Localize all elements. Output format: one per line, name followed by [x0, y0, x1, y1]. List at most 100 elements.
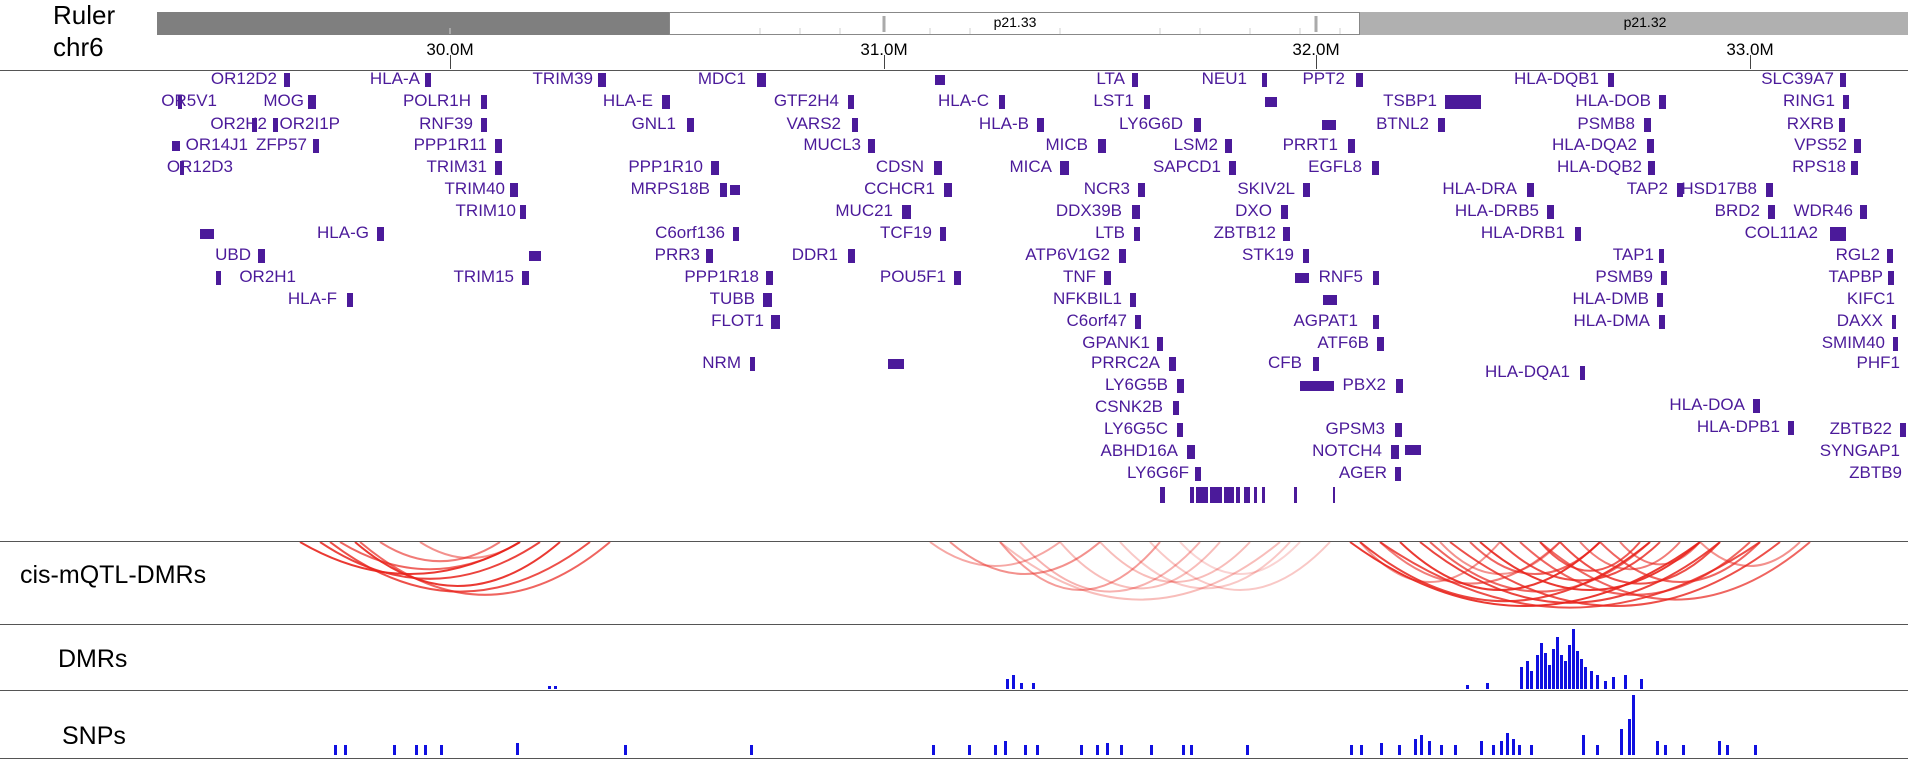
gene-label: RGL2: [1835, 245, 1880, 264]
gene-feature: [944, 183, 952, 197]
snp-bar: [1182, 745, 1185, 755]
gene-label: MUC21: [835, 201, 893, 220]
mqtl-arc: [1179, 542, 1301, 575]
gene-label: SAPCD1: [1152, 157, 1221, 176]
snp-bar: [1350, 745, 1353, 755]
ideogram-band-p21-33: [669, 12, 1360, 35]
dmr-bar: [1572, 629, 1575, 689]
gene-feature: [1262, 487, 1265, 503]
snp-bar: [1620, 729, 1623, 755]
gene-feature: [273, 118, 278, 132]
gene-feature: [1648, 161, 1655, 175]
gene-label: PHF1: [1856, 353, 1900, 372]
snp-bar: [1150, 745, 1153, 755]
gene-feature: [510, 183, 518, 197]
gene-feature: [425, 73, 431, 87]
gene-label: DDX39B: [1055, 201, 1122, 220]
gene-label: GNL1: [631, 114, 676, 133]
gene-label: SLC39A7: [1761, 69, 1834, 88]
snp-bar: [1632, 695, 1635, 755]
gene-feature: [1405, 445, 1421, 455]
gene-feature: [1281, 205, 1288, 219]
gene-feature: [1130, 293, 1136, 307]
gene-feature: [598, 73, 606, 87]
band-label-p21-32: p21.32: [1623, 14, 1667, 30]
gene-feature: [1144, 95, 1150, 109]
gene-label: OR12D3: [166, 157, 233, 176]
gene-feature: [1313, 357, 1319, 371]
snp-bar: [624, 745, 627, 755]
dmr-bar: [1012, 675, 1015, 689]
snp-bar: [1518, 745, 1521, 755]
gene-label: TRIM10: [455, 201, 516, 220]
mqtl-arc: [1019, 542, 1201, 593]
gene-label: PPP1R18: [684, 267, 759, 286]
gene-feature: [1373, 315, 1379, 329]
gene-label: ATP6V1G2: [1025, 245, 1110, 264]
gene-feature: [940, 227, 946, 241]
gene-feature: [1657, 293, 1663, 307]
snp-bar: [415, 745, 418, 755]
gene-feature: [763, 293, 772, 307]
gene-label: BRD2: [1714, 201, 1760, 220]
gene-feature: [481, 95, 487, 109]
snp-bar: [994, 745, 997, 755]
gene-feature: [868, 139, 875, 153]
gene-feature: [1303, 183, 1310, 197]
gene-label: GPSM3: [1325, 419, 1385, 438]
gene-label: CDSN: [875, 157, 924, 176]
gene-label: LY6G6F: [1126, 463, 1189, 482]
gene-feature: [180, 161, 184, 175]
mqtl-arc: [1469, 542, 1601, 575]
gene-label: NEU1: [1201, 69, 1247, 88]
snp-bar: [1480, 741, 1483, 755]
gene-feature: [687, 118, 694, 132]
gene-label: PBX2: [1342, 375, 1386, 394]
gene-feature: [1830, 227, 1846, 241]
snp-bar: [932, 745, 935, 755]
tick-mark-30m: [450, 55, 451, 69]
chromosome-label: chr6: [53, 32, 104, 62]
gene-label: TAP2: [1626, 179, 1668, 198]
gene-label: LY6G5B: [1104, 375, 1168, 394]
gene-label: ZBTB22: [1829, 419, 1892, 438]
mqtl-arc: [999, 542, 1281, 601]
gene-feature: [1851, 161, 1858, 175]
dmr-bar: [1020, 683, 1023, 689]
ruler-label: Ruler: [53, 0, 116, 30]
gene-label: SKIV2L: [1237, 179, 1295, 198]
snp-bar: [1718, 741, 1721, 755]
mqtl-track-divider: [0, 624, 1908, 625]
gene-feature: [1295, 273, 1309, 283]
gene-label: HLA-E: [602, 91, 653, 110]
dmr-track-label: DMRs: [58, 645, 128, 673]
gene-feature: [720, 183, 727, 197]
dmr-bar: [1520, 667, 1523, 689]
mqtl-arc: [319, 542, 541, 580]
gene-feature: [1262, 73, 1267, 87]
dmr-bar: [1580, 659, 1583, 689]
dmr-bar: [1526, 661, 1529, 689]
gene-label: WDR46: [1793, 201, 1853, 220]
gene-label: MUCL3: [803, 135, 861, 154]
gene-label: TRIM31: [426, 157, 487, 176]
gene-label: NCR3: [1083, 179, 1130, 198]
gene-label: PRRT1: [1282, 135, 1338, 154]
gene-track: OR12D2 OR5V1 MOG OR2H2 OR2I1P OR14J1 ZFP57 OR12…: [161, 69, 1906, 503]
dmr-bar: [1576, 651, 1579, 689]
gene-feature: [178, 95, 182, 109]
gene-feature: [1659, 95, 1666, 109]
snp-bar: [1664, 745, 1667, 755]
mqtl-arc: [1359, 542, 1501, 583]
gene-feature: [1445, 95, 1481, 109]
gene-feature: [1194, 118, 1201, 132]
snp-bar: [1096, 745, 1099, 755]
snp-bar: [1398, 745, 1401, 755]
gene-feature: [934, 161, 942, 175]
gene-feature: [1138, 183, 1145, 197]
gene-label: AGPAT1: [1293, 311, 1358, 330]
gene-label: LY6G6D: [1119, 114, 1183, 133]
dmr-bar: [548, 686, 551, 689]
dmr-bar: [1564, 661, 1567, 689]
gene-feature: [495, 161, 502, 175]
